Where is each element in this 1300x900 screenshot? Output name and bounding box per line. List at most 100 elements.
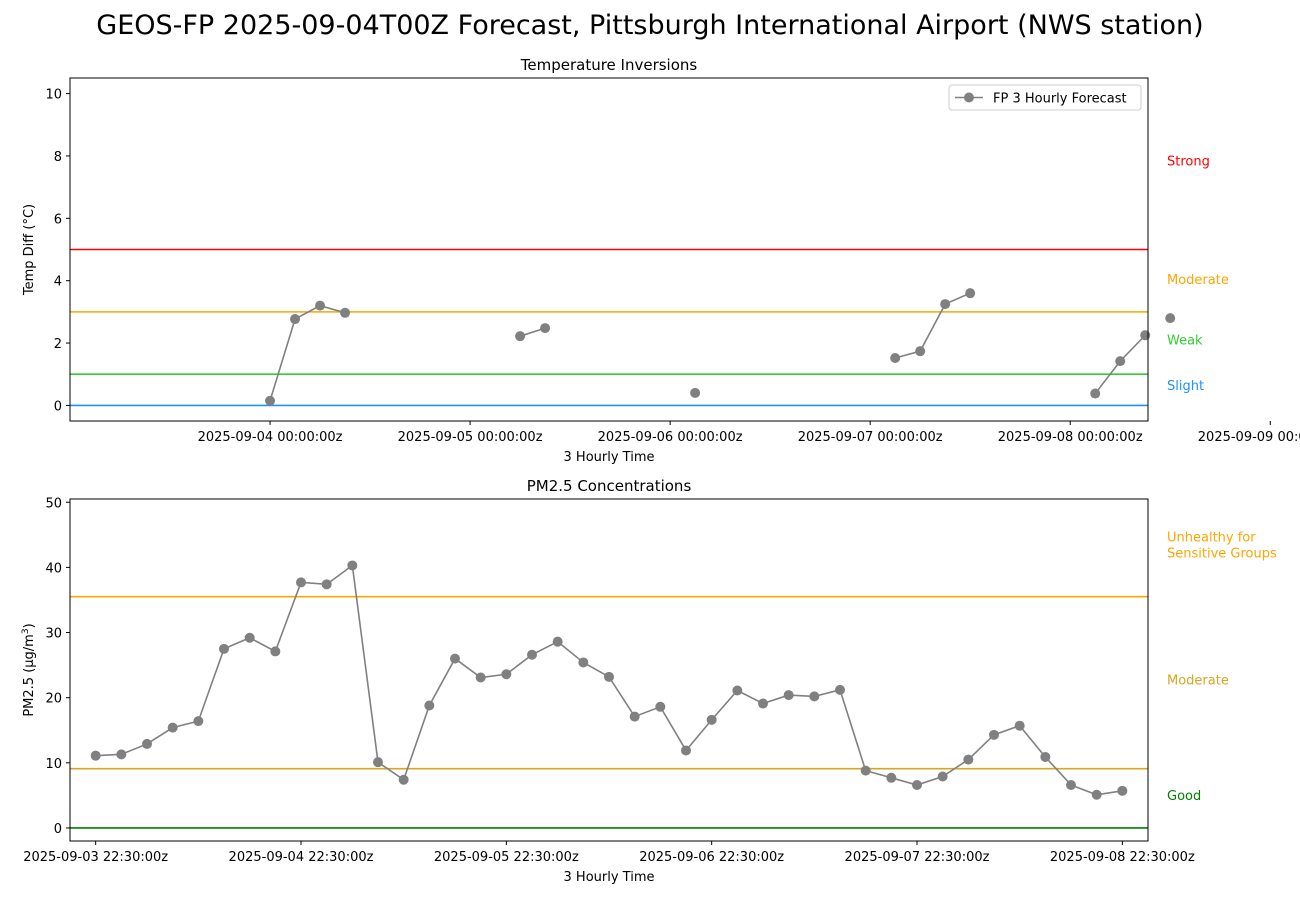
data-point <box>1117 785 1128 796</box>
y-axis-label: PM2.5 (µg/m3) <box>21 623 37 716</box>
y-tick-label: 8 <box>54 150 62 165</box>
data-point <box>1091 789 1102 800</box>
data-point <box>290 314 301 325</box>
data-point <box>1014 720 1025 731</box>
x-tick-label: 2025-09-07 00:00:00z <box>798 430 943 445</box>
data-point <box>965 288 976 299</box>
threshold-label: Unhealthy for Sensitive Groups <box>1167 530 1277 561</box>
data-point <box>758 698 768 709</box>
data-point <box>501 669 512 680</box>
data-point <box>515 331 526 342</box>
data-point <box>732 685 743 696</box>
data-point <box>193 716 204 727</box>
threshold-label-line: Good <box>1167 789 1201 804</box>
y-tick-label: 2 <box>54 337 62 352</box>
data-point <box>270 646 281 657</box>
threshold-label-line: Unhealthy for <box>1167 530 1256 545</box>
data-point <box>244 632 255 643</box>
data-point <box>321 579 332 590</box>
data-point <box>1140 330 1151 341</box>
data-point <box>915 346 926 357</box>
y-axis-label-part: PM2.5 (µg/m <box>22 634 37 717</box>
y-tick-label: 20 <box>45 692 62 707</box>
threshold-label-line: Strong <box>1167 154 1210 169</box>
legend-label: FP 3 Hourly Forecast <box>993 92 1127 107</box>
threshold-label-line: Slight <box>1167 379 1204 394</box>
threshold-label-line: Moderate <box>1167 273 1229 288</box>
x-axis-label: 3 Hourly Time <box>564 870 655 885</box>
data-point <box>1040 751 1051 762</box>
x-tick-label: 2025-09-05 00:00:00z <box>398 430 543 445</box>
data-point <box>167 722 178 733</box>
data-point <box>989 729 999 740</box>
y-tick-label: 0 <box>54 822 62 837</box>
x-tick-label: 2025-09-08 22:30:00z <box>1050 850 1195 865</box>
y-tick-label: 6 <box>54 212 62 227</box>
data-point <box>706 714 717 725</box>
x-tick-label: 2025-09-03 22:30:00z <box>23 850 168 865</box>
data-point <box>347 560 358 571</box>
data-point <box>373 757 383 768</box>
x-tick-label: 2025-09-04 22:30:00z <box>229 850 374 865</box>
data-point <box>116 749 127 760</box>
y-axis-label-superscript: 3 <box>21 628 31 634</box>
data-point <box>629 711 640 722</box>
data-point <box>1165 313 1176 324</box>
x-tick-label: 2025-09-08 00:00:00z <box>998 430 1143 445</box>
data-point <box>940 299 951 310</box>
data-point <box>424 700 435 711</box>
threshold-label: Moderate <box>1167 273 1229 288</box>
data-point <box>142 738 152 749</box>
threshold-label-line: Moderate <box>1167 674 1229 689</box>
data-point <box>340 307 351 318</box>
x-axis-label: 3 Hourly Time <box>564 450 655 465</box>
threshold-label: Moderate <box>1167 674 1229 689</box>
data-point <box>963 754 974 765</box>
data-point <box>450 653 460 664</box>
data-point <box>1066 779 1076 790</box>
x-tick-label: 2025-09-06 22:30:00z <box>639 850 784 865</box>
axes-title: PM2.5 Concentrations <box>527 477 692 495</box>
y-tick-label: 10 <box>45 88 62 103</box>
data-point <box>1090 388 1101 399</box>
data-point <box>937 771 948 782</box>
series-line <box>894 292 971 359</box>
data-point <box>655 701 666 712</box>
legend-box <box>948 84 1142 111</box>
x-tick-label: 2025-09-07 22:30:00z <box>845 850 990 865</box>
data-point <box>578 657 589 668</box>
x-tick-label: 2025-09-06 00:00:00z <box>598 430 743 445</box>
data-point <box>475 672 486 683</box>
y-tick-label: 0 <box>54 399 62 414</box>
legend-marker <box>964 92 974 103</box>
data-point <box>265 395 276 406</box>
data-point <box>315 300 326 311</box>
threshold-label-line: Weak <box>1167 334 1203 349</box>
threshold-label: Strong <box>1167 154 1210 169</box>
data-point <box>296 577 306 588</box>
y-tick-label: 50 <box>45 496 62 511</box>
figure-title: GEOS-FP 2025-09-04T00Z Forecast, Pittsbu… <box>96 10 1204 41</box>
y-axis-label: Temp Diff (°C) <box>22 204 37 296</box>
y-tick-label: 40 <box>45 561 62 576</box>
axes-frame <box>69 498 1149 842</box>
y-tick-label: 4 <box>54 275 62 290</box>
y-axis-label-part: ) <box>22 623 37 628</box>
data-point <box>681 745 691 756</box>
threshold-label: Good <box>1167 789 1201 804</box>
data-point <box>604 671 614 682</box>
data-point <box>835 684 845 695</box>
data-point <box>886 772 897 783</box>
axes-title: Temperature Inversions <box>520 56 698 74</box>
data-point <box>552 636 563 647</box>
x-tick-label: 2025-09-09 00:00:00z <box>1198 430 1300 445</box>
data-point <box>890 353 901 364</box>
x-tick-label: 2025-09-05 22:30:00z <box>434 850 579 865</box>
data-point <box>1115 356 1126 367</box>
threshold-label-line: Sensitive Groups <box>1167 546 1277 561</box>
x-tick-label: 2025-09-04 00:00:00z <box>198 430 343 445</box>
data-point <box>398 774 409 785</box>
data-point <box>219 643 229 654</box>
data-point <box>527 649 537 660</box>
